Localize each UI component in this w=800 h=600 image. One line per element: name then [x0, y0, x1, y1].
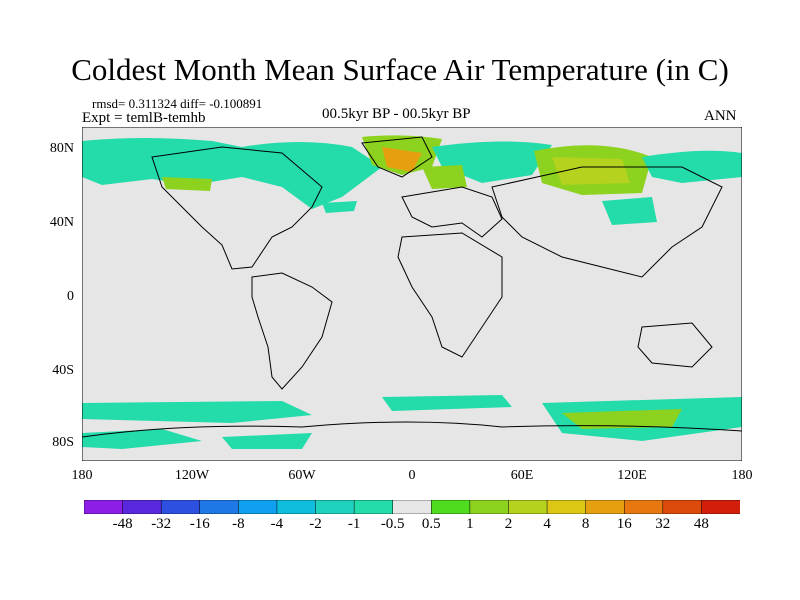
colorbar-swatch: [315, 500, 355, 514]
south-america-outline: [251, 272, 333, 390]
colorbar-label: -1: [347, 516, 361, 532]
anomaly-east-siberia: [642, 150, 742, 183]
chart-title: Coldest Month Mean Surface Air Temperatu…: [71, 52, 729, 87]
anomaly-north-atlantic: [322, 201, 357, 213]
colorbar-swatch: [585, 500, 625, 514]
x-tick-0: 0: [408, 468, 416, 483]
colorbar-swatch: [508, 500, 548, 514]
anomaly-north-america: [82, 138, 382, 209]
colorbar-swatch: [84, 500, 124, 514]
colorbar-swatch: [276, 500, 317, 514]
colorbar-label: 4: [543, 516, 551, 532]
anomaly-greenland-peak: [382, 147, 422, 172]
colorbar-swatch: [353, 500, 394, 514]
colorbar-swatch: [199, 500, 240, 514]
season-label: ANN: [704, 108, 737, 124]
colorbar-label: -0.5: [380, 516, 405, 532]
colorbar-swatch: [238, 500, 278, 514]
y-tick-40s: 40S: [52, 363, 74, 378]
asia-outline: [491, 166, 723, 278]
colorbar-label: 1: [466, 516, 474, 532]
africa-outline: [397, 232, 503, 358]
colorbar-label: -8: [232, 516, 245, 532]
colorbar-label: -32: [151, 516, 172, 532]
anomaly-amundsen-sea: [222, 433, 312, 449]
colorbar-label: -16: [189, 516, 210, 532]
y-tick-0: 0: [67, 289, 74, 304]
stats-text: rmsd= 0.311324 diff= -0.100891: [92, 96, 263, 111]
colorbar-label: 0.5: [421, 516, 441, 532]
colorbar-label: 48: [693, 516, 709, 532]
y-tick-80n: 80N: [49, 141, 74, 156]
x-tick-180w: 180: [71, 468, 93, 483]
colorbar-swatch: [392, 500, 433, 514]
experiment-label: Expt = temlB-temhb: [82, 110, 206, 126]
anomaly-siberia-core: [552, 157, 630, 185]
y-tick-40n: 40N: [49, 215, 74, 230]
europe-outline: [401, 186, 503, 238]
colorbar-label: 16: [616, 516, 632, 532]
x-tick-120w: 120W: [174, 468, 210, 483]
antarctica-outline: [82, 421, 742, 461]
colorbar-swatch: [160, 500, 201, 514]
x-tick-60e: 60E: [510, 468, 534, 483]
colorbar-label: -48: [112, 516, 133, 532]
north-america-outline: [151, 146, 323, 270]
colorbar-swatch: [431, 500, 471, 514]
anomaly-patches: [82, 135, 742, 449]
colorbar-label: -4: [270, 516, 284, 532]
anomaly-east-asia: [602, 197, 657, 225]
x-tick-60w: 60W: [288, 468, 316, 483]
anomaly-southern-ocean-west: [82, 401, 312, 423]
anomaly-southern-ocean-atlantic: [382, 395, 512, 411]
greenland-outline: [361, 136, 433, 178]
anomaly-antarctic-coast: [562, 409, 682, 429]
world-map: [82, 127, 742, 461]
y-tick-80s: 80S: [52, 435, 74, 450]
australia-outline: [637, 322, 713, 368]
colorbar-swatch: [122, 500, 162, 514]
period-label: 00.5kyr BP - 00.5kyr BP: [322, 106, 471, 122]
colorbar-label: 2: [504, 516, 513, 532]
anomaly-ross-sea: [82, 429, 202, 449]
colorbar-swatch: [469, 500, 510, 514]
coastlines: [82, 136, 742, 461]
x-tick-180e: 180: [731, 468, 753, 483]
colorbar-swatch: [623, 500, 664, 514]
anomaly-scandinavia: [422, 165, 467, 189]
colorbar-swatch: [662, 500, 703, 514]
colorbar-swatch: [546, 500, 587, 514]
colorbar-label: 32: [655, 516, 671, 532]
x-tick-120e: 120E: [617, 468, 647, 483]
colorbar-swatch: [701, 500, 740, 514]
colorbar: [84, 500, 740, 514]
colorbar-label: -2: [309, 516, 322, 532]
anomaly-alaska: [162, 177, 212, 191]
colorbar-label: 8: [581, 516, 590, 532]
